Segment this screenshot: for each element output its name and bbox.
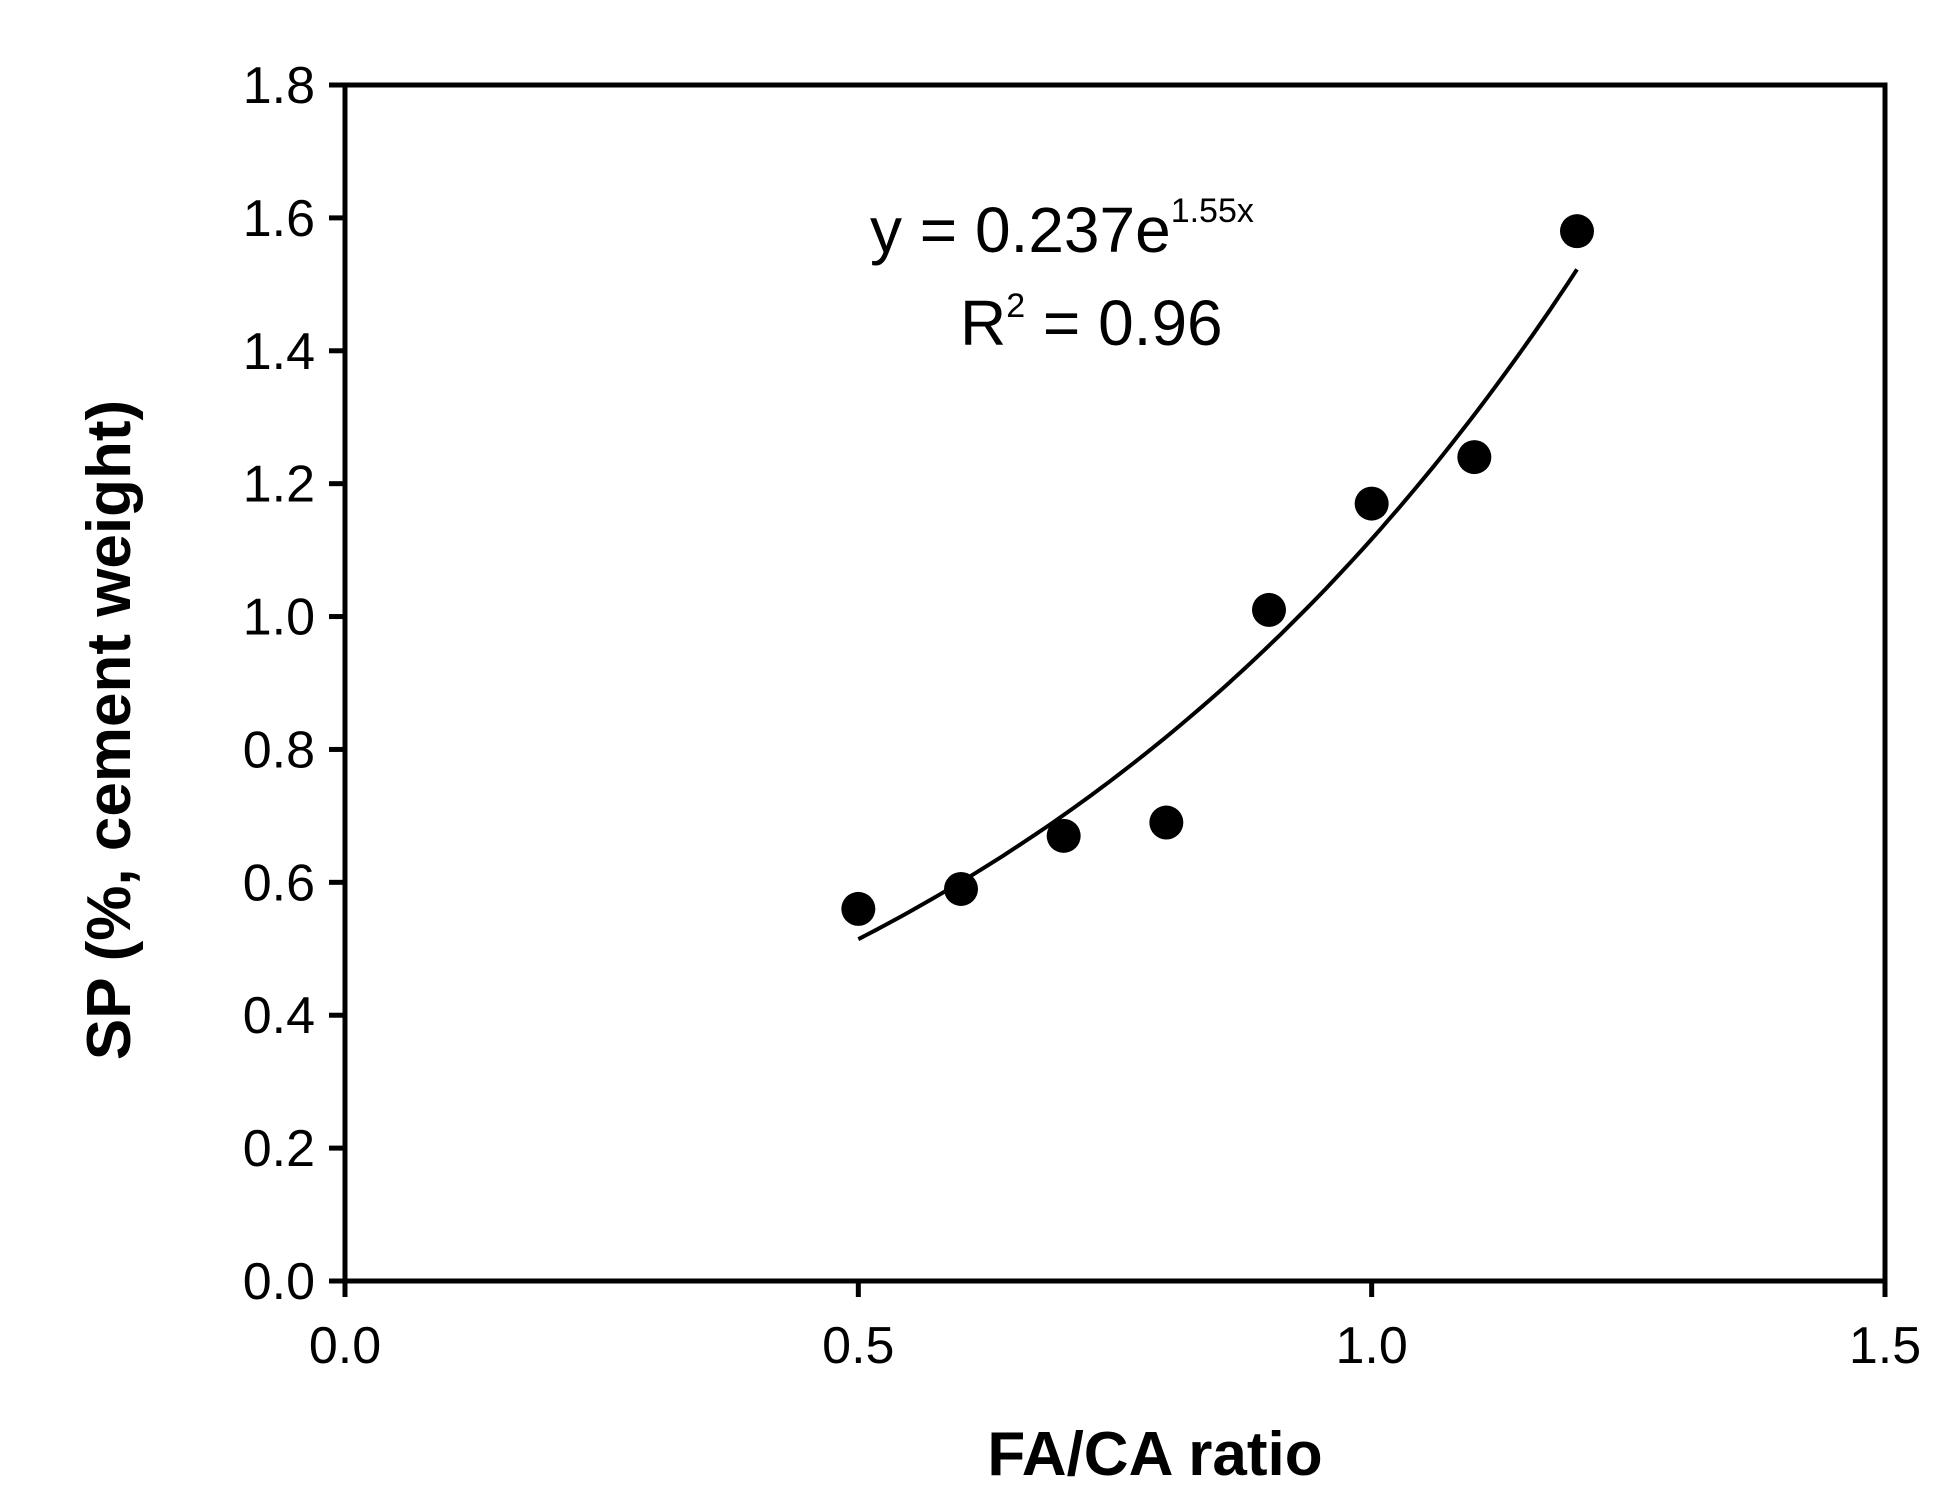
x-tick-label-0: 0.0 (309, 1317, 381, 1375)
y-tick-label-1: 0.2 (243, 1120, 315, 1178)
x-axis-tick-labels: 0.0 0.5 1.0 1.5 (309, 1317, 1921, 1375)
x-tick-label-2: 1.0 (1336, 1317, 1408, 1375)
data-point-4 (1252, 592, 1286, 627)
equation-base: y = 0.237e (870, 194, 1171, 266)
data-point-6 (1457, 440, 1492, 475)
y-tick-label-4: 0.8 (243, 721, 315, 779)
x-tick-label-3: 1.5 (1849, 1317, 1921, 1375)
y-tick-label-5: 1.0 (243, 589, 315, 647)
y-tick-label-3: 0.6 (243, 854, 315, 912)
y-axis-title: SP (%, cement weight) (75, 400, 144, 1060)
data-point-5 (1354, 486, 1389, 521)
r-squared-label: R2 = 0.96 (960, 287, 1223, 359)
x-axis-title: FA/CA ratio (987, 1420, 1322, 1489)
r-squared-superscript: 2 (1006, 287, 1025, 325)
y-tick-label-9: 1.8 (243, 57, 315, 115)
data-point-7 (1560, 214, 1594, 249)
y-axis-ticks (329, 82, 345, 1284)
y-tick-label-0: 0.0 (243, 1253, 315, 1311)
data-point-0 (841, 891, 876, 926)
y-tick-label-8: 1.6 (243, 190, 315, 248)
r-squared-base: R (960, 287, 1006, 359)
x-axis-ticks (342, 1281, 1888, 1297)
plot-area (342, 82, 1888, 1284)
y-tick-label-6: 1.2 (243, 456, 315, 514)
x-tick-label-1: 0.5 (822, 1317, 894, 1375)
y-tick-label-7: 1.4 (243, 323, 315, 381)
data-point-1 (944, 871, 978, 906)
trendline (857, 268, 1579, 941)
data-point-3 (1149, 805, 1184, 840)
equation-exponent: 1.55x (1171, 192, 1254, 230)
data-points (841, 214, 1594, 926)
equation-label: y = 0.237e1.55x (870, 192, 1254, 266)
data-point-2 (1046, 818, 1081, 853)
r-squared-value: = 0.96 (1025, 287, 1223, 359)
y-tick-label-2: 0.4 (243, 987, 315, 1045)
y-axis-tick-labels: 0.0 0.2 0.4 0.6 0.8 1.0 1.2 1.4 1.6 1.8 (243, 57, 315, 1311)
